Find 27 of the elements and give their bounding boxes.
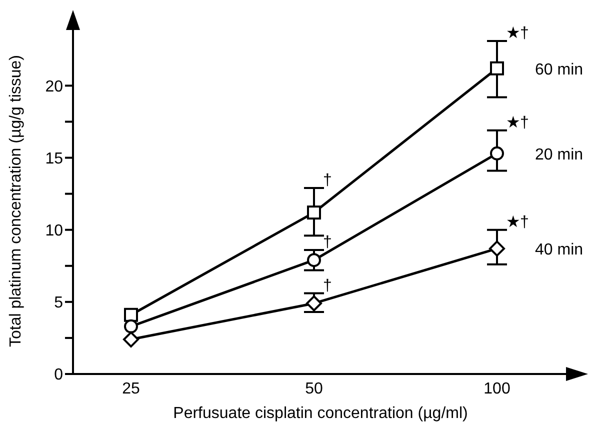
annotation: † <box>323 234 332 252</box>
annotation: † <box>323 172 332 190</box>
point <box>123 331 139 348</box>
point <box>307 253 321 268</box>
annotation: † <box>323 277 332 294</box>
y-tick-label: 15 <box>45 150 64 168</box>
x-tick-label: 50 <box>305 380 323 398</box>
y-tick-label: 10 <box>45 222 64 240</box>
y-tick-label: 5 <box>54 294 64 312</box>
annotation: ★† <box>506 24 529 42</box>
point <box>307 206 321 220</box>
y-tick-label: 0 <box>54 366 64 384</box>
point <box>490 146 504 160</box>
y-tick-label: 20 <box>45 78 64 96</box>
point <box>489 240 505 257</box>
text: 20 min <box>535 146 584 164</box>
point <box>490 61 504 76</box>
x-tick-label: 25 <box>122 380 140 398</box>
series-label: 40 min <box>535 242 584 259</box>
point <box>124 308 138 322</box>
annotation: ★† <box>506 214 529 231</box>
point <box>124 319 138 334</box>
x-axis-title: Perfusuate cisplatin concentration (µg/ml) <box>173 405 468 422</box>
x-tick-label: 100 <box>484 380 510 398</box>
annotation: ★† <box>506 114 529 132</box>
series-label: 60 min <box>535 61 584 78</box>
y-axis-title: Total platinum concentration (µg/g tissue) <box>8 54 25 348</box>
